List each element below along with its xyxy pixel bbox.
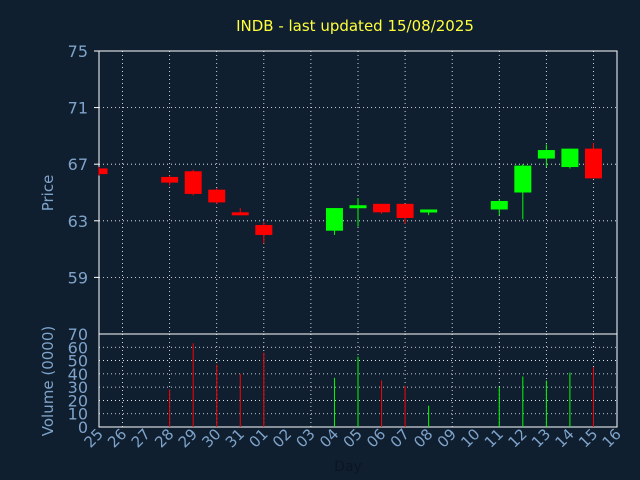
x-tick-label: 26 [104,425,130,451]
x-tick-label: 06 [363,425,389,451]
x-tick-label: 12 [504,425,530,451]
x-tick-label: 14 [552,425,578,451]
candle-body [373,204,390,212]
candle-body [514,166,531,193]
x-tick-label: 31 [222,425,248,451]
candle-body [491,201,508,209]
price-tick-label: 59 [68,268,88,287]
x-tick-label: 15 [575,425,601,451]
x-tick-label: 08 [410,425,436,451]
candle-body [326,208,343,231]
x-tick-label: 30 [198,425,224,451]
price-tick-label: 71 [68,99,88,118]
candle-body [585,149,602,179]
x-tick-label: 03 [293,425,319,451]
x-tick-label: 09 [434,425,460,451]
candle-body [185,171,202,194]
x-tick-label: 07 [387,425,413,451]
candle-body [420,209,437,212]
x-tick-label: 28 [151,425,177,451]
volume-axis-label: Volume (0000) [39,326,57,436]
x-tick-label: 10 [457,425,483,451]
price-tick-label: 67 [68,155,88,174]
x-tick-label: 02 [269,425,295,451]
x-tick-label: 04 [316,425,342,451]
x-tick-label: 29 [175,425,201,451]
x-tick-label: 16 [599,425,625,451]
x-axis-label: Day [334,459,362,475]
chart-title: INDB - last updated 15/08/2025 [236,17,474,35]
candle-body [350,205,367,208]
candle-body [208,190,225,203]
price-axis-label: Price [39,175,57,212]
price-panel: 75 71 67 63 59 [68,42,617,334]
x-tick-label: 27 [128,425,154,451]
candle-body [99,168,108,174]
candle-body [397,204,414,218]
price-tick-label: 63 [68,212,88,231]
price-tick-label: 75 [68,42,88,61]
x-tick-label: 11 [481,425,507,451]
x-tick-label: 05 [340,425,366,451]
x-tick-label: 13 [528,425,554,451]
candle-body [161,177,178,183]
x-tick-label: 01 [245,425,271,451]
candle-body [232,212,249,215]
candle-body [255,225,272,235]
candle-body [561,149,578,167]
x-tick-labels: 2526272829303101020304050607080910111213… [81,425,625,451]
candle-body [538,150,555,158]
